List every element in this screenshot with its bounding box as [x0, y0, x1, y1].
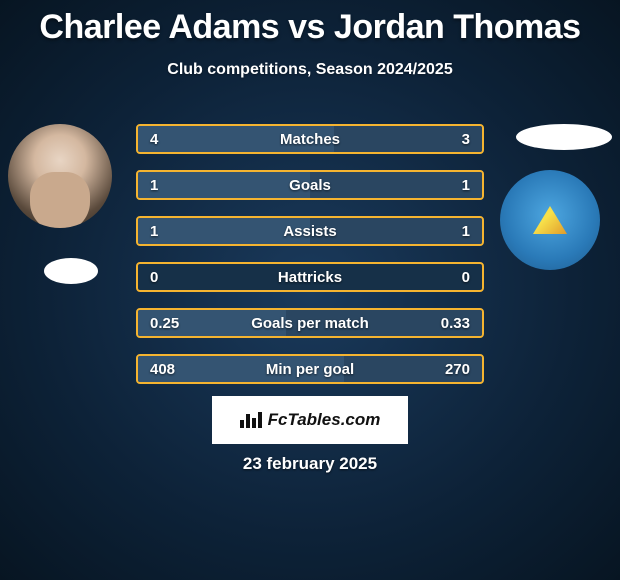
stat-value-right: 270: [445, 361, 470, 378]
player-right-team-badge: [500, 170, 600, 270]
stat-value-right: 0: [462, 269, 470, 286]
stat-value-left: 1: [150, 177, 158, 194]
stat-value-right: 1: [462, 223, 470, 240]
stat-label: Goals per match: [179, 315, 441, 332]
stat-label: Assists: [158, 223, 461, 240]
team-crest-icon: [533, 206, 567, 234]
comparison-date: 23 february 2025: [0, 454, 620, 474]
stat-value-left: 0: [150, 269, 158, 286]
player-left-avatar: [8, 124, 112, 228]
branding-badge: FcTables.com: [212, 396, 408, 444]
stat-value-left: 1: [150, 223, 158, 240]
bar-chart-icon: [240, 412, 262, 428]
stat-label: Matches: [158, 131, 461, 148]
stat-row: 0Hattricks0: [136, 262, 484, 292]
stat-value-right: 1: [462, 177, 470, 194]
stat-value-right: 0.33: [441, 315, 470, 332]
player-right-avatar: [516, 124, 612, 150]
stat-row: 1Goals1: [136, 170, 484, 200]
stat-value-left: 408: [150, 361, 175, 378]
comparison-title: Charlee Adams vs Jordan Thomas: [0, 0, 620, 47]
stat-value-left: 0.25: [150, 315, 179, 332]
stat-label: Goals: [158, 177, 461, 194]
player-left-team-badge: [44, 258, 98, 284]
stat-label: Hattricks: [158, 269, 461, 286]
stat-value-left: 4: [150, 131, 158, 148]
stat-row: 1Assists1: [136, 216, 484, 246]
stat-row: 408Min per goal270: [136, 354, 484, 384]
stat-value-right: 3: [462, 131, 470, 148]
stat-row: 4Matches3: [136, 124, 484, 154]
stat-row: 0.25Goals per match0.33: [136, 308, 484, 338]
comparison-subtitle: Club competitions, Season 2024/2025: [0, 61, 620, 79]
branding-label: FcTables.com: [268, 410, 381, 430]
stat-label: Min per goal: [175, 361, 445, 378]
stats-container: 4Matches31Goals11Assists10Hattricks00.25…: [136, 124, 484, 400]
